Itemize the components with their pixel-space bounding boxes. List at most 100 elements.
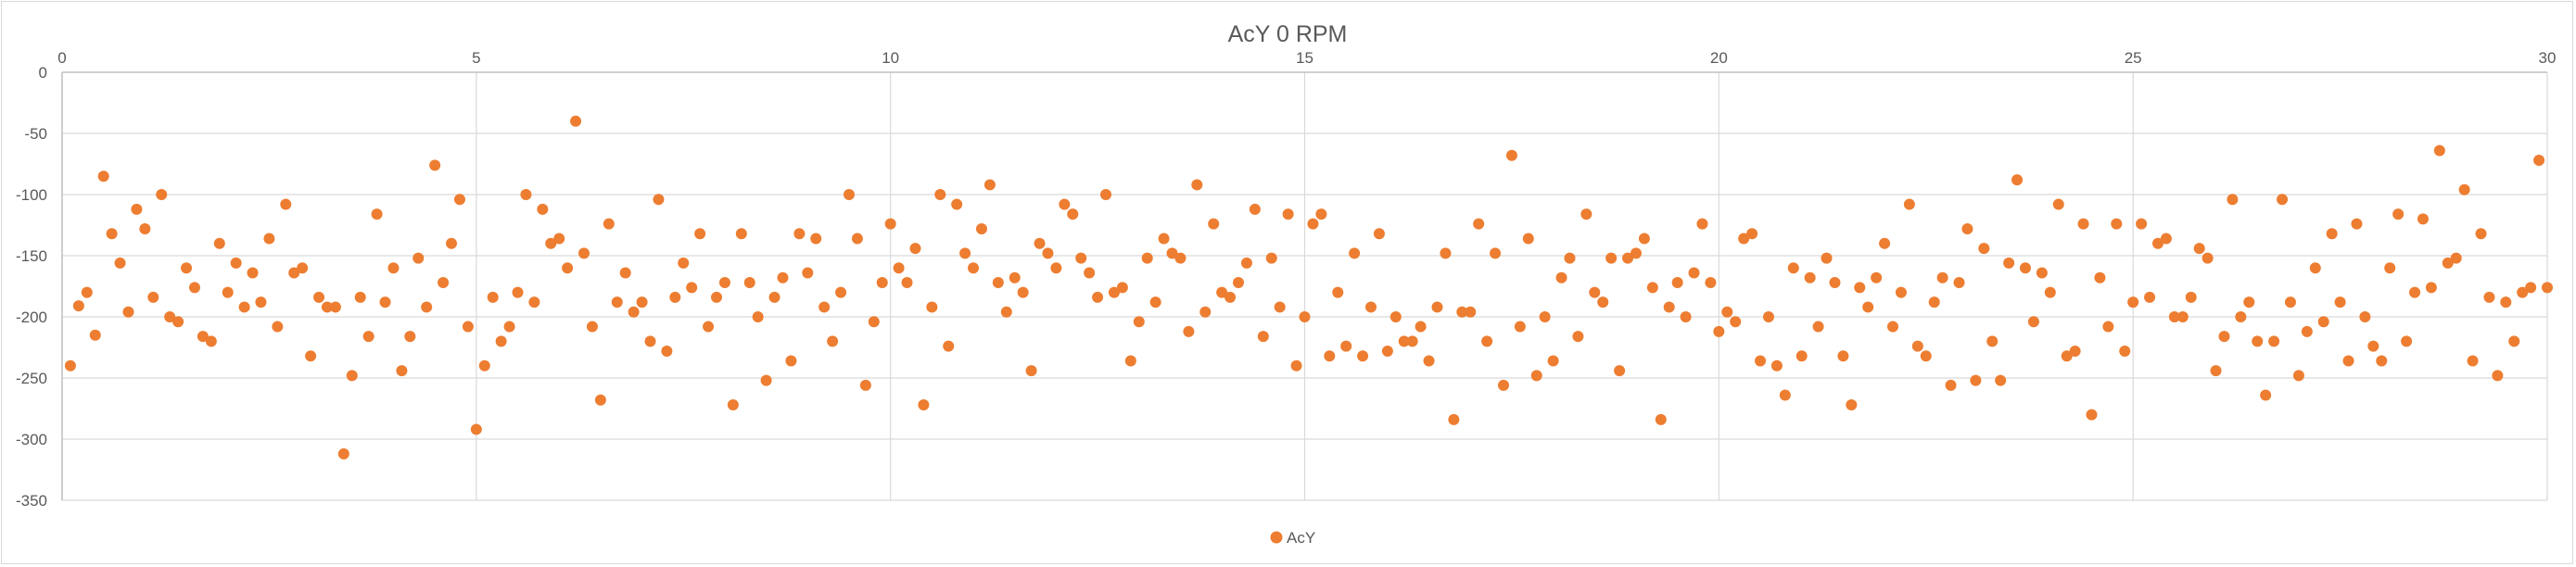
chart-title: AcY 0 RPM [1228,21,1348,47]
data-point [495,335,507,347]
data-point [2011,174,2024,186]
data-point [1282,208,1294,220]
data-point [520,189,532,200]
data-point [2500,296,2512,309]
data-point [727,399,739,411]
data-point [1233,277,1245,289]
data-point [2127,296,2139,309]
data-points [64,115,2553,460]
y-tick-label: -300 [16,431,47,448]
data-point [1290,359,1302,372]
data-point [893,262,905,274]
data-point [859,379,871,391]
data-point [1199,306,1212,318]
data-point [2508,335,2520,347]
data-point [421,301,433,313]
data-point [2069,345,2081,357]
data-point [2376,355,2388,367]
data-point [487,291,499,303]
data-point [2160,233,2172,245]
data-point [412,252,425,264]
legend: AcY [1270,529,1315,547]
data-point [2425,282,2437,294]
data-point [1638,233,1650,245]
data-point [2044,286,2056,298]
data-point [1505,149,1517,161]
data-point [2086,409,2098,421]
data-point [2492,370,2504,382]
data-point [553,233,565,245]
data-point [1307,218,1319,230]
data-point [2168,311,2180,322]
data-point [1216,286,1228,298]
data-point [1696,218,1708,230]
data-point [1539,311,1551,322]
data-point [1092,291,1104,303]
data-point [470,423,482,435]
y-axis-tick-labels: 0 -50 -100 -150 -200 -250 -300 -350 [16,64,47,510]
data-point [2176,311,2189,322]
data-point [2111,218,2123,230]
data-point [1025,365,1037,377]
data-point [951,198,963,210]
data-point [288,267,300,279]
data-point [2442,257,2454,269]
data-point [735,228,747,240]
x-tick-label: 30 [2539,49,2557,67]
data-point [1978,243,1990,255]
data-point [2483,291,2495,303]
data-point [1655,413,1667,425]
data-point [1671,277,1683,289]
data-point [810,233,822,245]
data-point [1456,306,1468,318]
legend-marker [1270,531,1283,544]
data-point [818,301,831,313]
data-point [2401,335,2413,347]
data-point [1514,321,1526,333]
data-point [379,296,391,309]
data-point [1249,203,1261,215]
data-point [1166,247,1178,259]
data-point [2094,271,2106,284]
data-point [1059,198,1071,210]
data-point [686,282,698,294]
gridlines [61,72,2548,501]
data-point [172,316,184,328]
data-point [1597,296,1609,309]
data-point [777,271,789,284]
data-point [1158,233,1170,245]
data-point [661,345,673,357]
data-point [2409,286,2421,298]
data-point [446,237,458,249]
data-point [2367,340,2379,352]
y-tick-label: -50 [24,125,47,143]
data-point [297,262,309,274]
data-point [2144,291,2156,303]
data-point [1017,286,1029,298]
data-point [669,291,681,303]
data-point [827,335,839,347]
data-point [1770,359,1783,372]
data-point [1871,271,1883,284]
data-point [97,170,109,183]
data-point [1911,340,1923,352]
data-point [2027,316,2039,328]
data-point [512,286,524,298]
data-point [802,267,814,279]
data-point [1133,316,1145,328]
data-point [868,316,880,328]
data-point [2202,252,2214,264]
data-point [1084,267,1096,279]
data-point [114,257,126,269]
data-point [703,321,715,333]
data-point [1713,325,1725,337]
data-point [1887,321,1898,333]
data-point [545,237,557,249]
data-point [1440,247,1452,259]
data-point [1257,331,1269,343]
data-point [603,218,615,230]
data-point [1530,370,1542,382]
data-point [1357,350,1369,362]
data-point [188,282,200,294]
data-point [2268,335,2280,347]
